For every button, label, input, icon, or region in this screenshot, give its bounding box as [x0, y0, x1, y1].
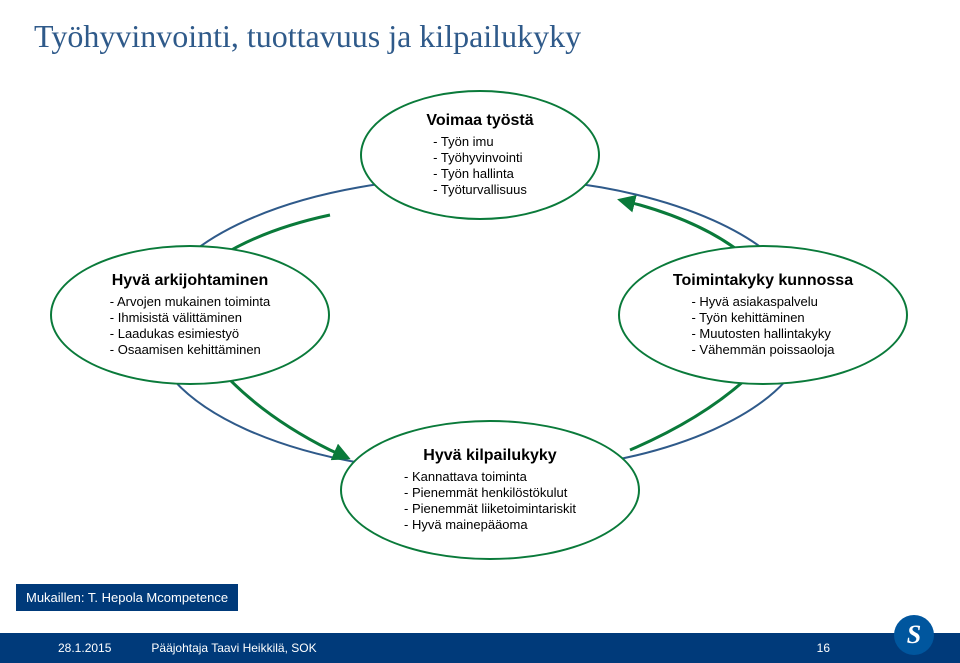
node-top-item: - Työhyvinvointi	[433, 150, 527, 166]
node-right-item: - Työn kehittäminen	[691, 310, 834, 326]
footer-date: 28.1.2015	[58, 641, 111, 655]
footer-page: 16	[817, 641, 830, 655]
node-left-item: - Ihmisistä välittäminen	[110, 310, 270, 326]
node-top-list: - Työn imu- Työhyvinvointi- Työn hallint…	[433, 134, 527, 199]
slide-title: Työhyvinvointi, tuottavuus ja kilpailuky…	[34, 18, 581, 55]
node-right-head: Toimintakyky kunnossa	[673, 272, 853, 290]
node-right: Toimintakyky kunnossa - Hyvä asiakaspalv…	[618, 245, 908, 385]
node-left-item: - Laadukas esimiestyö	[110, 326, 270, 342]
node-left-item: - Arvojen mukainen toiminta	[110, 294, 270, 310]
node-top: Voimaa työstä - Työn imu- Työhyvinvointi…	[360, 90, 600, 220]
node-bottom: Hyvä kilpailukyky - Kannattava toiminta-…	[340, 420, 640, 560]
logo-icon: S	[894, 615, 934, 655]
cycle-diagram: Voimaa työstä - Työn imu- Työhyvinvointi…	[0, 90, 960, 560]
node-left-item: - Osaamisen kehittäminen	[110, 342, 270, 358]
footer-bar: 28.1.2015 Pääjohtaja Taavi Heikkilä, SOK…	[0, 633, 960, 663]
node-top-head: Voimaa työstä	[426, 112, 533, 130]
node-top-item: - Työn imu	[433, 134, 527, 150]
node-right-list: - Hyvä asiakaspalvelu- Työn kehittäminen…	[691, 294, 834, 359]
node-bottom-head: Hyvä kilpailukyky	[423, 447, 556, 465]
node-top-item: - Työturvallisuus	[433, 182, 527, 198]
node-right-item: - Muutosten hallintakyky	[691, 326, 834, 342]
node-bottom-item: - Pienemmät liiketoimintariskit	[404, 501, 576, 517]
footer-credit: Mukaillen: T. Hepola Mcompetence	[16, 584, 238, 611]
node-left: Hyvä arkijohtaminen - Arvojen mukainen t…	[50, 245, 330, 385]
node-bottom-item: - Hyvä mainepääoma	[404, 517, 576, 533]
node-left-list: - Arvojen mukainen toiminta- Ihmisistä v…	[110, 294, 270, 359]
footer-author: Pääjohtaja Taavi Heikkilä, SOK	[151, 641, 316, 655]
node-right-item: - Vähemmän poissaoloja	[691, 342, 834, 358]
node-bottom-item: - Kannattava toiminta	[404, 469, 576, 485]
slide: Työhyvinvointi, tuottavuus ja kilpailuky…	[0, 0, 960, 663]
node-top-item: - Työn hallinta	[433, 166, 527, 182]
node-left-head: Hyvä arkijohtaminen	[112, 272, 269, 290]
node-bottom-item: - Pienemmät henkilöstökulut	[404, 485, 576, 501]
node-bottom-list: - Kannattava toiminta- Pienemmät henkilö…	[404, 469, 576, 534]
node-right-item: - Hyvä asiakaspalvelu	[691, 294, 834, 310]
